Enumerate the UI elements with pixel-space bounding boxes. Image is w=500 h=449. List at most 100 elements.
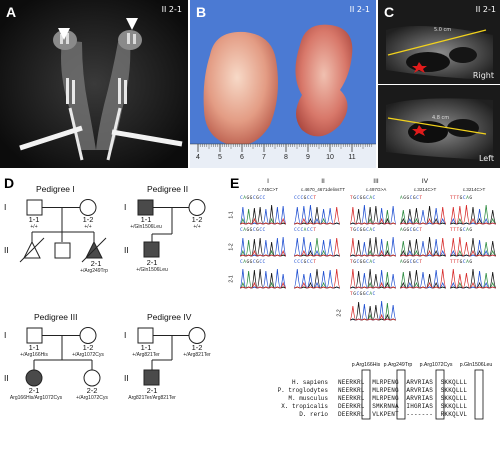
- base-letter: T: [350, 228, 354, 233]
- base-letter: G: [406, 260, 410, 265]
- base-letter: T: [313, 196, 317, 201]
- base-letter: C: [462, 196, 467, 201]
- base-letter: G: [406, 228, 410, 233]
- base-letter: G: [362, 196, 367, 201]
- variant-label: p.Arg249Trp: [383, 362, 413, 368]
- trace-c: [399, 269, 447, 289]
- species-sequence: NEERKRL MLRPENG ARVRIAS SKKQLLL: [338, 395, 468, 402]
- generation-label: II: [4, 245, 9, 255]
- trace-t: [349, 268, 397, 289]
- base-letter: T: [453, 260, 457, 265]
- base-letter: C: [240, 260, 244, 265]
- base-letter: G: [249, 228, 253, 233]
- base-letter: A: [369, 292, 373, 297]
- genotype-label: Arg821Ter/Arg821Ter: [128, 395, 176, 401]
- species-name: H. sapiens: [291, 379, 328, 386]
- pedigree-title: Pedigree IV: [147, 312, 192, 322]
- species-name: X. tropicalis: [281, 403, 328, 410]
- base-letter: C: [300, 228, 304, 233]
- measurement-label: 5.0 cm: [434, 27, 452, 33]
- generation-label: I: [4, 330, 7, 340]
- base-letter: C: [409, 228, 413, 233]
- base-letter: A: [243, 196, 247, 201]
- trace-t: [449, 204, 497, 225]
- individual-id: 1-2: [191, 215, 203, 224]
- trace-g: [449, 268, 497, 289]
- individual-id: 2-1: [146, 386, 158, 395]
- individual-tag: II 2-1: [475, 5, 496, 14]
- pedigree-title: Pedigree I: [36, 184, 75, 194]
- individual-id: 2-1: [146, 258, 158, 267]
- base-letter: C: [294, 228, 298, 233]
- base-letter: A: [369, 196, 373, 201]
- base-letter: C: [240, 228, 244, 233]
- base-letter: C: [372, 260, 376, 265]
- base-letter: G: [406, 196, 410, 201]
- base-letter: G: [303, 260, 307, 265]
- trace-t: [239, 281, 287, 289]
- trace-t: [239, 217, 287, 225]
- individual-tag: II 2-1: [349, 5, 370, 14]
- base-letter: T: [419, 260, 423, 265]
- column-roman: IV: [421, 178, 429, 185]
- base-letter: C: [356, 260, 360, 265]
- base-letter: T: [456, 196, 460, 201]
- ruler-number: 6: [240, 154, 244, 161]
- species-sequence: DEERKRL VLKPENT ------- RKKQLVL: [338, 411, 468, 418]
- base-letter: G: [403, 228, 407, 233]
- base-letter: C: [259, 228, 263, 233]
- base-letter: C: [409, 260, 413, 265]
- base-letter: C: [262, 228, 266, 233]
- base-letter: C: [240, 196, 244, 201]
- base-letter: G: [459, 196, 463, 201]
- genotype-label: Arg166His/Arg1072Cys: [9, 395, 63, 401]
- base-call-row: TTTGCAG: [450, 196, 473, 201]
- base-letter: G: [459, 260, 463, 265]
- generation-label: II: [4, 373, 9, 383]
- base-letter: T: [456, 228, 460, 233]
- base-letter: T: [450, 196, 454, 201]
- base-letter: C: [252, 228, 257, 233]
- individual-id: 1-1: [28, 343, 40, 352]
- individual-id: 2-1: [28, 386, 40, 395]
- base-letter: T: [350, 196, 354, 201]
- column-variant: c.497G>A: [365, 187, 387, 192]
- trace-t: [399, 237, 447, 257]
- base-letter: G: [469, 228, 473, 233]
- trace-c: [449, 208, 497, 225]
- trace-c: [293, 236, 341, 257]
- individual-id: 1-2: [191, 343, 203, 352]
- base-letter: C: [416, 228, 420, 233]
- base-letter: A: [303, 228, 307, 233]
- star-marker: [412, 125, 427, 136]
- trace-g: [293, 268, 341, 289]
- ruler-number: 4: [196, 154, 200, 161]
- base-letter: C: [297, 228, 301, 233]
- base-call-row: CAGGCGCC: [240, 228, 266, 233]
- base-call-row: TGCGGCAC: [350, 196, 376, 201]
- base-letter: G: [362, 228, 367, 233]
- base-letter: G: [412, 260, 417, 265]
- base-letter: T: [450, 260, 454, 265]
- base-letter: A: [369, 228, 373, 233]
- arrowhead-marker: [58, 28, 70, 40]
- species-sequence: DEERKRL SMKRNNA IHGRIAS SKKQLLL: [338, 403, 468, 410]
- panel-label: D: [4, 175, 15, 191]
- genotype-label: +/Arg166His: [20, 352, 48, 358]
- base-letter: C: [300, 196, 304, 201]
- trace-c: [293, 204, 341, 225]
- side-label-right: Right: [472, 71, 494, 80]
- base-letter: C: [259, 260, 263, 265]
- ruler-number: 11: [348, 154, 356, 161]
- base-letter: C: [252, 196, 257, 201]
- column-roman: I: [267, 178, 269, 185]
- base-letter: T: [350, 260, 354, 265]
- base-letter: G: [412, 228, 417, 233]
- genotype-label: +/Arg1072Cys: [72, 352, 104, 358]
- base-letter: C: [294, 196, 298, 201]
- base-letter: C: [306, 196, 311, 201]
- base-letter: G: [403, 196, 407, 201]
- trace-c: [399, 207, 447, 225]
- trace-t: [293, 206, 341, 225]
- trace-c: [293, 268, 341, 289]
